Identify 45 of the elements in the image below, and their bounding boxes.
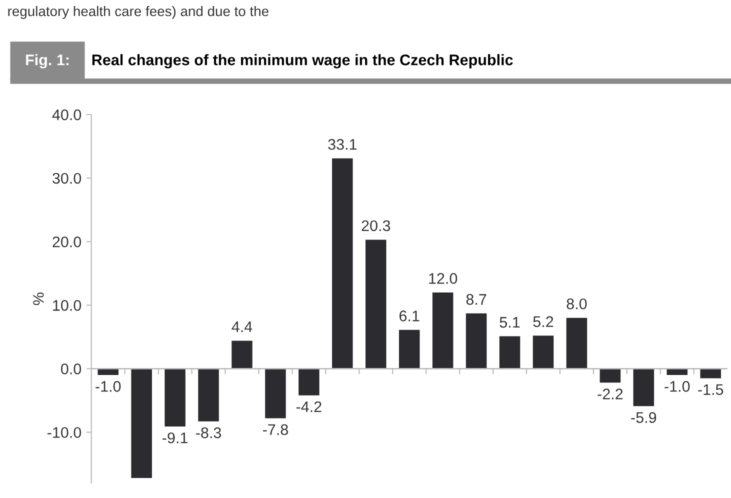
data-label: 20.3	[362, 220, 390, 232]
bar	[198, 368, 219, 422]
y-tick-label: 40.0	[52, 109, 82, 120]
data-label: 5.2	[533, 316, 554, 328]
bar	[532, 336, 554, 369]
data-label: -9.1	[162, 432, 188, 444]
bar	[466, 313, 487, 369]
data-label: 4.4	[232, 322, 252, 332]
y-tick-label: -10.0	[48, 427, 82, 438]
bar	[265, 368, 286, 418]
bar	[164, 368, 186, 427]
data-label: -7.8	[262, 424, 288, 436]
data-label: -5.9	[631, 412, 656, 423]
bar	[232, 340, 252, 369]
data-label: 8.7	[466, 294, 486, 305]
y-tick-label: 10.0	[53, 300, 82, 311]
bar	[366, 240, 386, 369]
bar	[600, 368, 621, 383]
data-label: -4.2	[296, 401, 322, 412]
data-label: 33.1	[328, 138, 357, 150]
y-tick-label: 0.0	[61, 364, 82, 374]
data-label: 5.1	[500, 317, 520, 328]
y-tick-label: 30.0	[52, 172, 82, 184]
bar	[432, 292, 454, 369]
data-label: -8.3	[196, 427, 222, 438]
bar	[700, 368, 721, 378]
bar	[499, 336, 520, 369]
bar	[332, 158, 353, 369]
chart-title: Real changes of the minimum wage in the Czech Republic	[92, 54, 513, 68]
bar	[633, 368, 654, 406]
data-label: -1.5	[698, 384, 724, 395]
y-tick-label: 20.0	[52, 236, 82, 248]
data-label: -1.0	[664, 381, 690, 392]
bar	[131, 368, 152, 478]
bar	[398, 330, 420, 369]
data-label: -2.2	[598, 388, 623, 400]
data-label: 8.0	[566, 298, 587, 310]
data-label: 6.1	[400, 310, 420, 322]
bar	[298, 368, 320, 396]
data-label: 12.0	[429, 273, 458, 284]
y-axis-title: %	[33, 292, 44, 306]
text: regulatory health care fees) and due to the	[8, 6, 268, 19]
caption: Fig. 1:	[26, 54, 69, 68]
data-label: -1.0	[96, 381, 121, 392]
bar	[566, 318, 588, 369]
